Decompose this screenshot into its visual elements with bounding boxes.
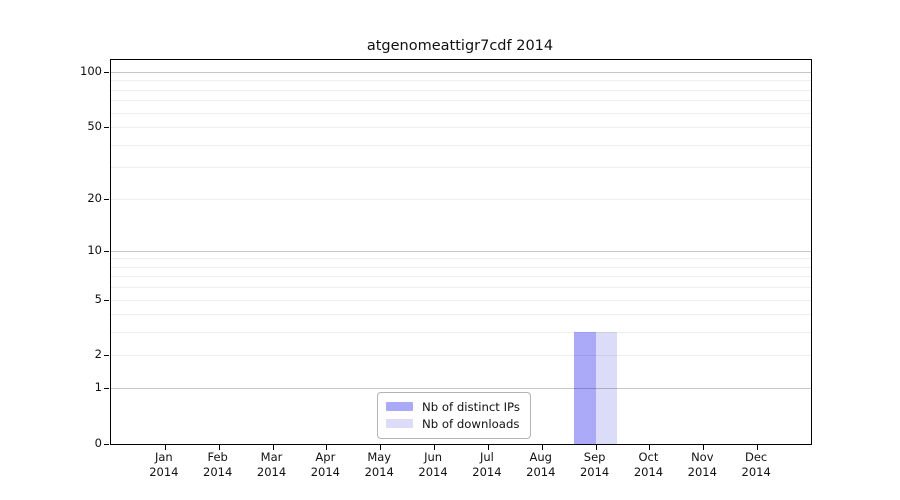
month-label: Oct <box>638 450 659 464</box>
minor-gridline <box>111 287 811 289</box>
month-label: Nov <box>691 450 714 464</box>
x-tick-label-oct: Oct 2014 <box>619 450 677 480</box>
minor-gridline <box>111 198 811 200</box>
y-tick-mark <box>104 199 109 200</box>
minor-gridline <box>111 258 811 260</box>
chart-title: atgenomeattigr7cdf 2014 <box>366 38 554 54</box>
x-tick-mark <box>542 445 543 450</box>
x-tick-label-nov: Nov 2014 <box>673 450 731 480</box>
x-tick-mark <box>596 445 597 450</box>
month-label: Jan <box>154 450 173 464</box>
legend-swatch-distinct-ips <box>386 402 413 411</box>
x-tick-label-jun: Jun 2014 <box>404 450 462 480</box>
year-label: 2014 <box>418 465 448 479</box>
x-tick-mark <box>219 445 220 450</box>
year-label: 2014 <box>472 465 502 479</box>
y-tick-label: 10 <box>87 242 102 257</box>
x-tick-mark <box>380 445 381 450</box>
month-label: Jul <box>479 450 494 464</box>
x-tick-label-dec: Dec 2014 <box>727 450 785 480</box>
year-label: 2014 <box>633 465 664 479</box>
month-label: Dec <box>745 450 768 464</box>
x-tick-label-aug: Aug 2014 <box>512 450 570 480</box>
year-label: 2014 <box>149 465 179 479</box>
major-gridline <box>111 250 811 252</box>
x-tick-label-feb: Feb 2014 <box>189 450 247 480</box>
month-label: Mar <box>260 450 283 464</box>
y-tick-mark <box>104 355 109 356</box>
bar-sep-downloads <box>595 332 618 444</box>
major-gridline <box>111 71 811 73</box>
x-tick-label-sep: Sep 2014 <box>566 450 624 480</box>
x-tick-mark <box>757 445 758 450</box>
y-tick-mark <box>104 251 109 252</box>
month-label: Aug <box>529 450 552 464</box>
minor-gridline <box>111 100 811 102</box>
bar-sep-distinct-ips <box>574 332 596 444</box>
y-tick-label: 100 <box>80 63 102 78</box>
year-label: 2014 <box>687 465 717 479</box>
major-gridline <box>111 388 811 390</box>
minor-gridline <box>111 126 811 128</box>
minor-gridline <box>111 144 811 146</box>
month-label: May <box>367 450 392 464</box>
x-tick-label-jan: Jan 2014 <box>135 450 193 480</box>
legend-label-distinct-ips: Nb of distinct IPs <box>422 399 520 414</box>
y-tick-mark <box>104 300 109 301</box>
year-label: 2014 <box>364 465 394 479</box>
legend-item-downloads: Nb of downloads <box>386 415 520 432</box>
month-label: Feb <box>207 450 228 464</box>
minor-gridline <box>111 299 811 301</box>
y-tick-label: 0 <box>94 436 102 450</box>
x-tick-mark <box>273 445 274 450</box>
x-tick-label-jul: Jul 2014 <box>458 450 516 480</box>
year-label: 2014 <box>256 465 287 479</box>
y-tick-mark <box>104 72 109 73</box>
x-tick-label-apr: Apr 2014 <box>296 450 354 480</box>
minor-gridline <box>111 167 811 169</box>
legend: Nb of distinct IPs Nb of downloads <box>377 392 531 439</box>
legend-swatch-downloads <box>386 419 413 428</box>
x-tick-mark <box>488 445 489 450</box>
minor-gridline <box>111 112 811 114</box>
minor-gridline <box>111 355 811 357</box>
x-tick-mark <box>649 445 650 450</box>
minor-gridline <box>111 266 811 268</box>
minor-gridline <box>111 80 811 82</box>
year-label: 2014 <box>203 465 233 479</box>
y-tick-mark <box>104 444 109 445</box>
plot-area <box>104 59 812 450</box>
y-tick-mark <box>104 388 109 389</box>
month-label: Sep <box>583 450 606 464</box>
year-label: 2014 <box>579 465 610 479</box>
year-label: 2014 <box>741 465 771 479</box>
month-label: Apr <box>315 450 336 464</box>
minor-gridline <box>111 332 811 334</box>
legend-label-downloads: Nb of downloads <box>422 416 520 431</box>
x-tick-label-may: May 2014 <box>350 450 408 480</box>
y-tick-mark <box>104 127 109 128</box>
minor-gridline <box>111 314 811 316</box>
month-label: Jun <box>424 450 443 464</box>
year-label: 2014 <box>526 465 556 479</box>
x-tick-mark <box>703 445 704 450</box>
legend-item-distinct-ips: Nb of distinct IPs <box>386 398 520 415</box>
y-tick-label: 50 <box>87 118 102 133</box>
y-tick-label: 5 <box>94 291 102 306</box>
y-tick-label: 2 <box>94 347 102 362</box>
minor-gridline <box>111 89 811 91</box>
minor-gridline <box>111 276 811 278</box>
x-tick-mark <box>434 445 435 450</box>
y-tick-label: 20 <box>87 190 102 205</box>
x-tick-mark <box>326 445 327 450</box>
y-tick-label: 1 <box>94 380 102 395</box>
x-tick-label-mar: Mar 2014 <box>243 450 301 480</box>
x-tick-mark <box>165 445 166 450</box>
year-label: 2014 <box>310 465 341 479</box>
